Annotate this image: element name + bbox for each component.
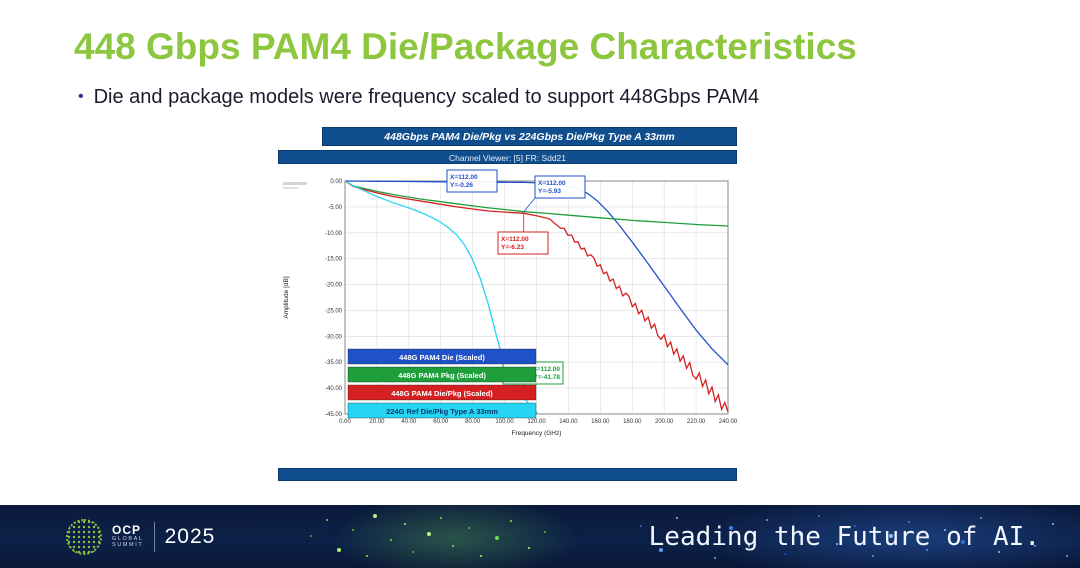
x-tick-label: 0.00 <box>339 419 351 425</box>
ocp-logo-summit: SUMMIT <box>112 541 144 548</box>
data-callout: X=112.00Y=-6.23 <box>497 213 549 255</box>
blue-glow-decoration <box>700 505 1080 568</box>
ocp-logo-text: OCP GLOBAL SUMMIT <box>112 524 144 548</box>
legend-label: 224G Ref Die/Pkg Type A 33mm <box>386 407 498 416</box>
channel-viewer-bar: Channel Viewer: [5] FR: Sdd21 <box>278 150 737 164</box>
y-tick-label: -10.00 <box>325 231 343 237</box>
x-tick-label: 120.00 <box>527 419 546 425</box>
svg-text:Y=-41.78: Y=-41.78 <box>533 374 560 381</box>
svg-text:X=112.00: X=112.00 <box>501 236 529 243</box>
y-tick-label: 0.00 <box>330 179 342 185</box>
bullet-item: • Die and package models were frequency … <box>78 84 759 110</box>
x-tick-label: 140.00 <box>559 419 578 425</box>
svg-text:Y=-0.26: Y=-0.26 <box>450 182 473 189</box>
particle-decoration <box>0 505 2 507</box>
x-tick-label: 40.00 <box>401 419 417 425</box>
legend-label: 448G PAM4 Die/Pkg (Scaled) <box>391 389 493 398</box>
logo-divider <box>153 521 155 552</box>
x-tick-label: 180.00 <box>623 419 642 425</box>
y-tick-label: -45.00 <box>325 412 343 418</box>
curve-448g-pam4-die-pkg-scaled- <box>344 180 729 413</box>
vendor-watermark-icon <box>282 182 319 198</box>
legend-swatch <box>347 384 537 401</box>
legend-swatch <box>347 348 537 365</box>
y-tick-label: -35.00 <box>325 360 343 366</box>
curve-448g-pam4-pkg-scaled- <box>344 180 729 227</box>
x-tick-label: 100.00 <box>495 419 514 425</box>
svg-text:Y=-6.23: Y=-6.23 <box>501 244 524 251</box>
svg-text:Y=-5.93: Y=-5.93 <box>538 188 561 195</box>
y-tick-label: -40.00 <box>325 386 343 392</box>
sdd21-plot: 0.00 20.00 40.00 60.00 80.00 100.00 120.00 140.… <box>283 169 737 437</box>
legend-label: 448G PAM4 Die (Scaled) <box>399 353 485 362</box>
x-tick-label: 80.00 <box>465 419 481 425</box>
y-tick-label: -30.00 <box>325 334 343 340</box>
chart-bottom-strip <box>278 468 737 481</box>
y-tick-label: -25.00 <box>325 308 343 314</box>
y-tick-label: -5.00 <box>328 205 342 211</box>
bullet-text: Die and package models were frequency sc… <box>93 86 760 108</box>
slide-title: 448 Gbps PAM4 Die/Package Characteristic… <box>74 26 857 67</box>
green-glow-decoration <box>330 505 580 568</box>
y-axis-title: Amplitude [dB] <box>283 276 290 318</box>
data-callout: X=112.00Y=-0.26 <box>446 169 524 193</box>
y-tick-label: -15.00 <box>325 257 343 263</box>
svg-text:X=112.00: X=112.00 <box>538 180 566 187</box>
x-tick-label: 20.00 <box>369 419 385 425</box>
footer-tagline: Leading the Future of AI. <box>648 521 1040 552</box>
legend-label: 448G PAM4 Pkg (Scaled) <box>398 371 486 380</box>
y-tick-label: -20.00 <box>325 283 343 289</box>
x-tick-label: 200.00 <box>655 419 674 425</box>
x-axis-title: Frequency (GHz) <box>512 430 562 437</box>
bullet-marker: • <box>78 88 84 105</box>
summit-year: 2025 <box>164 524 216 548</box>
ocp-logo: OCP GLOBAL SUMMIT 2025 <box>66 505 215 568</box>
svg-text:X=112.00: X=112.00 <box>532 366 560 373</box>
x-tick-label: 60.00 <box>433 419 449 425</box>
data-callout: X=112.00Y=-5.93 <box>523 175 586 212</box>
x-tick-label: 220.00 <box>687 419 706 425</box>
svg-text:X=112.00: X=112.00 <box>450 174 478 181</box>
ocp-logo-global: GLOBAL <box>112 536 144 543</box>
chart-window: 448Gbps PAM4 Die/Pkg vs 224Gbps Die/Pkg … <box>278 127 738 481</box>
plot-area: 0.00 20.00 40.00 60.00 80.00 100.00 120.00 140.… <box>278 164 737 456</box>
legend-swatch <box>347 366 537 383</box>
x-tick-label: 160.00 <box>591 419 610 425</box>
footer-banner: OCP GLOBAL SUMMIT 2025 Leading the Futur… <box>0 505 1080 568</box>
x-tick-label: 240.00 <box>719 419 737 425</box>
ocp-logo-mark-icon <box>66 518 102 555</box>
chart-title-bar: 448Gbps PAM4 Die/Pkg vs 224Gbps Die/Pkg … <box>322 127 737 146</box>
legend-swatch <box>347 402 537 419</box>
ocp-logo-org: OCP <box>112 523 142 538</box>
legend: 448G PAM4 Die (Scaled) 448G PAM4 Pkg (Sca… <box>347 348 537 419</box>
